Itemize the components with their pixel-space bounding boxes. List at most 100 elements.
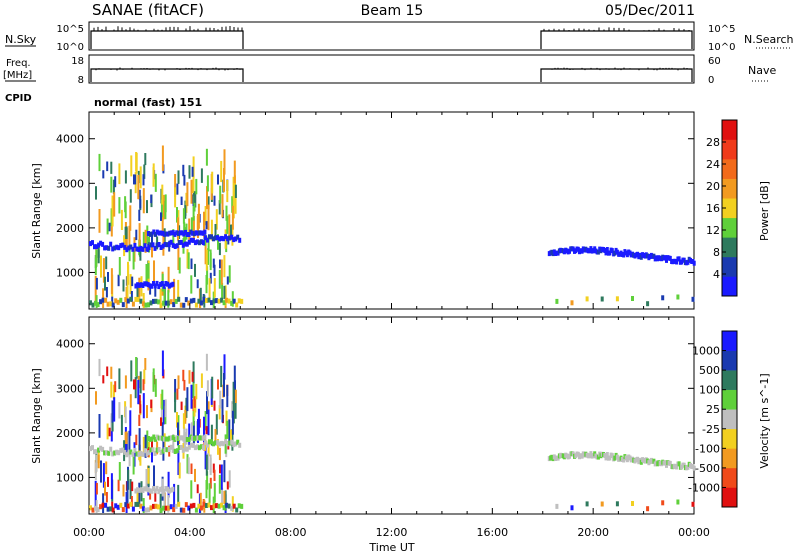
data-cell	[137, 174, 140, 200]
data-cell	[196, 435, 200, 441]
data-cell	[232, 176, 235, 199]
data-cell	[219, 185, 222, 204]
data-cell	[209, 457, 212, 476]
data-cell	[135, 434, 138, 446]
data-cell	[610, 453, 614, 459]
data-cell	[179, 239, 183, 245]
data-cell	[191, 230, 195, 236]
data-cell	[190, 179, 193, 204]
data-cell	[212, 503, 216, 509]
data-cell	[124, 201, 127, 219]
data-cell	[98, 209, 101, 233]
data-cell	[159, 493, 162, 513]
data-cell	[131, 246, 135, 252]
data-cell	[166, 486, 170, 492]
colorbar-tick-label: 1000	[692, 345, 720, 358]
data-cell	[139, 298, 143, 304]
data-cell	[613, 455, 617, 461]
data-cell	[184, 297, 188, 303]
data-cell	[179, 507, 183, 513]
data-cell	[192, 173, 195, 193]
data-cell	[625, 252, 629, 258]
velocity-axes	[88, 317, 695, 514]
data-cell	[111, 246, 115, 252]
data-cell	[240, 503, 244, 509]
data-cell	[176, 412, 178, 428]
data-cell	[206, 237, 209, 243]
data-cell	[163, 242, 167, 247]
freq-left-label-bottom: [MHz]	[3, 70, 32, 81]
data-cell	[162, 194, 165, 220]
data-cell	[105, 256, 108, 270]
data-cell	[119, 448, 123, 454]
data-cell	[232, 237, 236, 243]
data-cell	[132, 455, 135, 475]
data-cell	[218, 200, 221, 215]
data-cell	[131, 451, 135, 457]
data-cell	[165, 242, 169, 248]
date-title: 05/Dec/2011	[605, 3, 695, 19]
data-cell	[233, 365, 236, 389]
data-cell	[137, 379, 140, 405]
data-cell	[109, 446, 113, 452]
data-cell	[134, 296, 138, 302]
data-cell	[189, 229, 193, 235]
x-tick-label: 16:00	[476, 526, 508, 539]
data-cell	[149, 489, 152, 500]
data-cell	[138, 394, 141, 405]
data-cell	[234, 389, 237, 403]
data-cell	[223, 373, 225, 397]
data-cell	[193, 191, 196, 203]
data-cell	[162, 231, 166, 237]
data-cell	[192, 378, 195, 398]
data-cell	[675, 464, 679, 470]
data-cell	[622, 252, 626, 258]
data-cell	[232, 381, 235, 404]
data-cell	[160, 486, 164, 491]
data-cell	[218, 405, 221, 420]
data-cell	[95, 391, 97, 405]
data-cell	[198, 230, 202, 236]
data-cell	[147, 450, 151, 456]
data-cell	[164, 436, 168, 442]
data-cell	[120, 209, 123, 230]
data-cell	[177, 279, 180, 301]
colorbar-tick-label: -100	[695, 442, 720, 455]
data-cell	[234, 236, 238, 242]
data-cell	[99, 240, 103, 246]
data-cell	[217, 298, 221, 304]
data-cell	[117, 274, 120, 287]
data-cell	[130, 291, 133, 302]
data-cell	[161, 184, 164, 205]
data-cell	[167, 283, 171, 289]
data-cell	[231, 196, 234, 213]
data-cell	[223, 354, 226, 380]
colorbar-swatch	[722, 237, 737, 258]
data-cell	[102, 258, 105, 283]
data-cell	[121, 447, 125, 453]
data-cell	[131, 481, 134, 492]
data-cell	[686, 464, 690, 470]
data-cell	[217, 439, 219, 455]
freq-panel	[88, 54, 695, 84]
data-cell	[214, 235, 217, 241]
data-cell	[223, 460, 226, 483]
data-cell	[165, 447, 169, 453]
data-cell	[210, 424, 213, 446]
data-cell	[174, 379, 177, 402]
data-cell	[231, 401, 234, 418]
data-cell	[206, 391, 208, 415]
y-tick-label: 3000	[56, 382, 84, 395]
data-cell	[163, 493, 166, 512]
data-cell	[193, 396, 196, 408]
data-cell	[192, 216, 195, 239]
data-cell	[194, 435, 198, 441]
data-cell	[203, 416, 205, 443]
data-cell	[101, 297, 105, 303]
data-cell	[104, 502, 108, 508]
data-cell	[139, 371, 142, 394]
data-cell	[107, 272, 109, 282]
data-cell	[177, 450, 180, 475]
data-cell	[209, 272, 212, 284]
data-cell	[154, 492, 157, 502]
